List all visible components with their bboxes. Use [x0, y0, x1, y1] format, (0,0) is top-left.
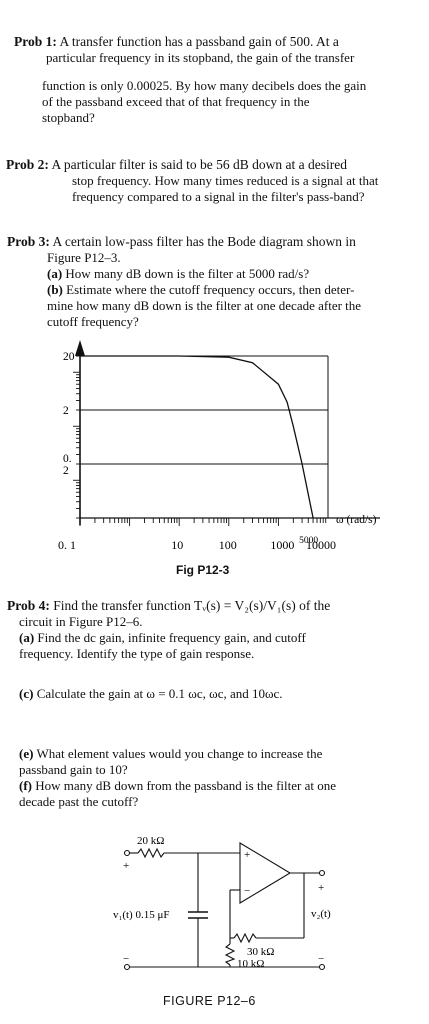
y-tick-label: 20 — [63, 351, 75, 363]
prob3-b-text: cutoff frequency? — [47, 314, 139, 329]
prob4-f-label: (f) — [19, 778, 32, 793]
input-plus: + — [123, 860, 129, 872]
prob3-b-text: mine how many dB down is the filter at o… — [47, 298, 362, 313]
output-terminal-top — [318, 869, 326, 877]
prob4-text: circuit in Figure P12–6. — [19, 614, 143, 629]
prob4-e-text: What element values would you change to … — [36, 746, 323, 761]
y-tick-label: 2 — [63, 465, 69, 477]
prob1: Prob 1: A transfer function has a passba… — [14, 34, 414, 126]
r3-label: 10 kΩ — [237, 958, 264, 970]
x-tick-label: 10 — [171, 538, 183, 552]
prob2-label: Prob 2: — [6, 157, 49, 172]
prob1-text: of the passband exceed that of that freq… — [42, 94, 310, 109]
prob1-text: function is only 0.00025. By how many de… — [42, 78, 367, 93]
prob4-a-text: Find the dc gain, infinite frequency gai… — [37, 630, 306, 645]
prob4-label: Prob 4: — [7, 598, 50, 613]
prob4-c-text: Calculate the gain at ω = 0.1 ωc, ωc, an… — [36, 686, 283, 701]
resistor-30k — [233, 932, 257, 944]
op-amp — [239, 842, 292, 904]
prob4-a-text: frequency. Identify the type of gain res… — [19, 646, 255, 661]
output-minus: − — [318, 953, 324, 965]
bode-curve — [80, 355, 314, 519]
prob3-text: Figure P12–3. — [47, 250, 121, 265]
output-terminal-bottom — [318, 963, 326, 971]
prob1-text: stopband? — [42, 110, 95, 125]
r2-label: 30 kΩ — [247, 946, 274, 958]
y-axis-arrow — [75, 340, 85, 356]
prob4-f-text: How many dB down from the passband is th… — [35, 778, 336, 793]
prob3-label: Prob 3: — [7, 234, 50, 249]
prob3-b-label: (b) — [47, 282, 63, 297]
x-tick-label: 1000 — [270, 538, 294, 552]
prob2-text: A particular filter is said to be 56 dB … — [51, 157, 347, 172]
prob4: Prob 4: Find the transfer function Tᵥ(s)… — [7, 598, 419, 810]
figure1-caption: Fig P12-3 — [176, 563, 230, 577]
prob2-text: frequency compared to a signal in the fi… — [72, 189, 365, 204]
prob3-b-text: Estimate where the cutoff frequency occu… — [66, 282, 355, 297]
input-minus: − — [123, 953, 129, 965]
prob3-text: A certain low-pass filter has the Bode d… — [52, 234, 356, 249]
y-tick-label: 0. — [63, 453, 72, 465]
output-label: v₂(t) — [311, 908, 331, 920]
opamp-plus: + — [244, 849, 250, 861]
prob4-text: Find the transfer function Tᵥ(s) = V₂(s)… — [53, 598, 331, 613]
prob4-f-text: decade past the cutoff? — [19, 794, 139, 809]
opamp-minus: − — [244, 885, 250, 897]
prob1-text: particular frequency in its stopband, th… — [46, 50, 355, 65]
prob3-a-text: How many dB down is the filter at 5000 r… — [65, 266, 310, 281]
x-tick-label: 100 — [219, 538, 237, 552]
figure2-caption: FIGURE P12–6 — [163, 994, 256, 1008]
prob4-c-label: (c) — [19, 686, 34, 701]
prob1-text: A transfer function has a passband gain … — [59, 34, 339, 49]
y-tick-label: 2 — [63, 405, 69, 417]
x-tick-label: 10000 — [306, 538, 336, 552]
prob3: Prob 3: A certain low-pass filter has th… — [7, 234, 417, 330]
prob4-e-text: passband gain to 10? — [19, 762, 128, 777]
prob4-e-label: (e) — [19, 746, 34, 761]
prob1-label: Prob 1: — [14, 34, 57, 49]
input-terminal-top — [123, 849, 131, 857]
prob2: Prob 2: A particular filter is said to b… — [6, 157, 416, 205]
output-plus: + — [318, 882, 324, 894]
prob4-a-label: (a) — [19, 630, 35, 645]
resistor-10k — [224, 943, 236, 966]
input-terminal-bottom — [123, 963, 131, 971]
prob3-a-label: (a) — [47, 266, 63, 281]
x-extra-label: 5000 — [299, 536, 318, 546]
resistor-20k — [137, 847, 165, 859]
prob2-text: stop frequency. How many times reduced i… — [72, 173, 379, 188]
r1-label: 20 kΩ — [137, 835, 164, 847]
x-axis-label: ω (rad/s) — [336, 514, 377, 526]
x-tick-label: 0. 1 — [58, 538, 76, 552]
c1-label: v₁(t) 0.15 μF — [113, 909, 169, 921]
